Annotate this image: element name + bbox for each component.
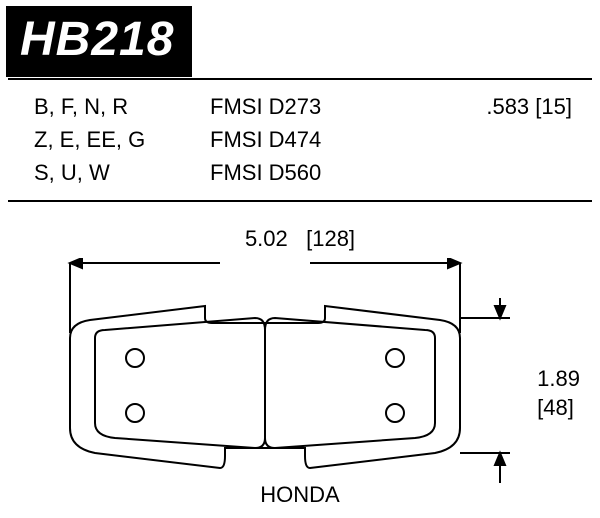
width-dimension-label: 5.02 [128] [0, 226, 600, 252]
fmsi-line: FMSI D560 [210, 156, 321, 189]
fmsi-line: FMSI D474 [210, 123, 321, 156]
thickness-inches: .583 [486, 94, 529, 119]
part-number-badge: HB218 [6, 6, 192, 77]
compound-codes: B, F, N, R Z, E, EE, G S, U, W [34, 90, 145, 189]
brand-label: HONDA [0, 482, 600, 508]
codes-line: S, U, W [34, 156, 145, 189]
codes-line: Z, E, EE, G [34, 123, 145, 156]
width-mm: [128] [306, 226, 355, 251]
diagram-area: 5.02 [128] [0, 210, 600, 518]
divider-bottom [8, 200, 592, 202]
thickness-spec: .583 [15] [486, 90, 572, 123]
height-inches: 1.89 [537, 365, 580, 394]
fmsi-codes: FMSI D273 FMSI D474 FMSI D560 [210, 90, 321, 189]
height-mm: [48] [537, 394, 580, 423]
codes-line: B, F, N, R [34, 90, 145, 123]
width-inches: 5.02 [245, 226, 288, 251]
brake-pad-diagram [40, 258, 560, 508]
height-dimension-label: 1.89 [48] [537, 365, 580, 422]
divider-top [8, 78, 592, 80]
fmsi-line: FMSI D273 [210, 90, 321, 123]
thickness-mm: [15] [535, 94, 572, 119]
